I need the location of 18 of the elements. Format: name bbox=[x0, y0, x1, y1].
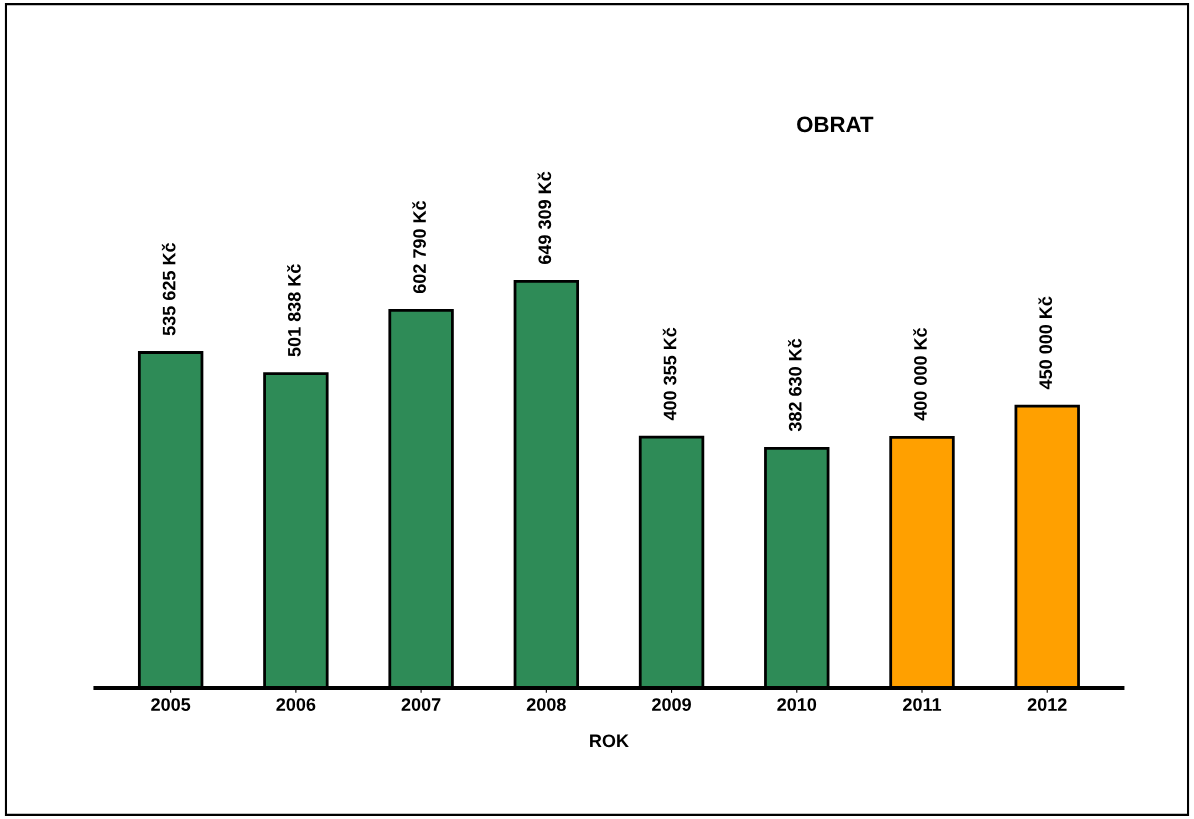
data-label: 382 630 Kč bbox=[787, 338, 802, 432]
x-axis-title: ROK bbox=[590, 734, 629, 748]
x-tick-label: 2006 bbox=[276, 698, 316, 711]
data-label: 400 355 Kč bbox=[662, 327, 677, 421]
x-tick-label: 2011 bbox=[903, 698, 942, 711]
data-label: 602 790 Kč bbox=[412, 200, 426, 294]
x-tick-label: 2010 bbox=[777, 698, 817, 711]
data-label: 501 838 Kč bbox=[287, 264, 301, 357]
data-label: 649 309 Kč bbox=[537, 171, 552, 264]
x-tick-label: 2012 bbox=[1027, 698, 1067, 711]
x-tick-label: 2008 bbox=[526, 698, 566, 711]
x-tick-label: 2007 bbox=[401, 698, 441, 711]
x-tick-label: 2009 bbox=[652, 698, 691, 711]
data-label: 535 625 Kč bbox=[161, 242, 176, 336]
chart-title: OBRAT bbox=[797, 116, 874, 133]
data-label: 400 000 Kč bbox=[913, 327, 927, 421]
data-label: 450 000 Kč bbox=[1038, 296, 1053, 390]
x-tick-label: 2005 bbox=[151, 698, 191, 711]
